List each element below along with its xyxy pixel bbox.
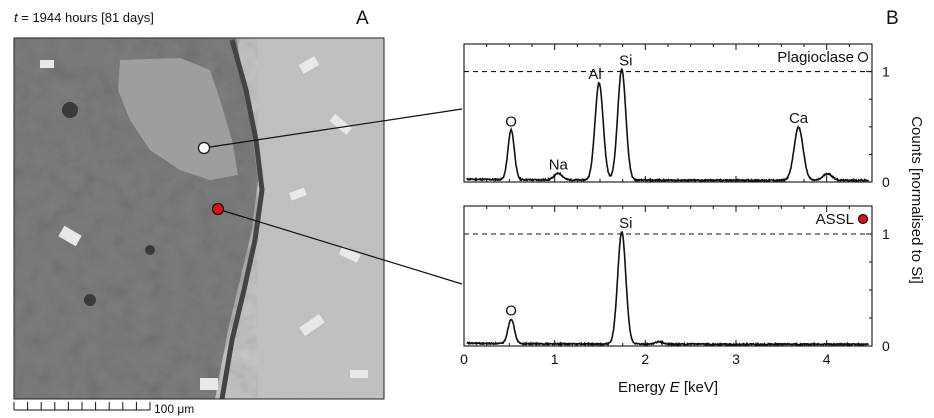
time-caption: t = 1944 hours [81 days] [14,10,154,25]
legend-label: ASSL [816,211,854,228]
peak-label-si: Si [619,215,632,232]
callout-line-assl [223,210,463,285]
peak-label-na: Na [549,156,569,173]
panel-b-label: B [886,8,899,29]
legend-marker [857,213,869,225]
peak-label-ca: Ca [789,110,809,127]
y-tick-label: 0 [882,338,890,354]
x-tick-label: 1 [551,351,559,367]
plagioclase-marker [197,141,211,155]
spectrum-line [466,67,870,184]
y-tick-label: 0 [882,174,890,190]
x-tick-label: 4 [823,351,831,367]
peak-label-si: Si [619,53,632,70]
scale-bar [13,402,151,411]
spectrum-assl: 0 1 2 3 4 0 1 O Si ASSL [460,205,890,367]
x-tick-label: 2 [641,351,649,367]
legend-marker [857,51,869,63]
spectrum-plagioclase: 0 1 O Na Al Si Ca Plagioclase [463,43,890,190]
callout-line-plagioclase [209,108,463,148]
y-tick-label: 1 [882,226,890,242]
panel-a-label: A [356,8,369,29]
plot-frame [463,205,873,347]
y-tick-label: 1 [882,64,890,80]
y-axis-label: Counts [normalised to Si] [908,116,925,284]
spectrum-line [466,230,870,348]
peak-label-al: Al [588,66,601,83]
x-tick-label: 3 [732,351,740,367]
legend-label: Plagioclase [777,49,854,66]
x-tick-label: 0 [460,351,468,367]
peak-label-o: O [505,113,517,130]
scale-bar-label: 100 μm [154,402,194,416]
x-axis-label: Energy E [keV] [618,379,718,396]
assl-marker [211,202,225,216]
peak-label-o: O [505,302,517,319]
sem-micrograph [14,38,384,399]
